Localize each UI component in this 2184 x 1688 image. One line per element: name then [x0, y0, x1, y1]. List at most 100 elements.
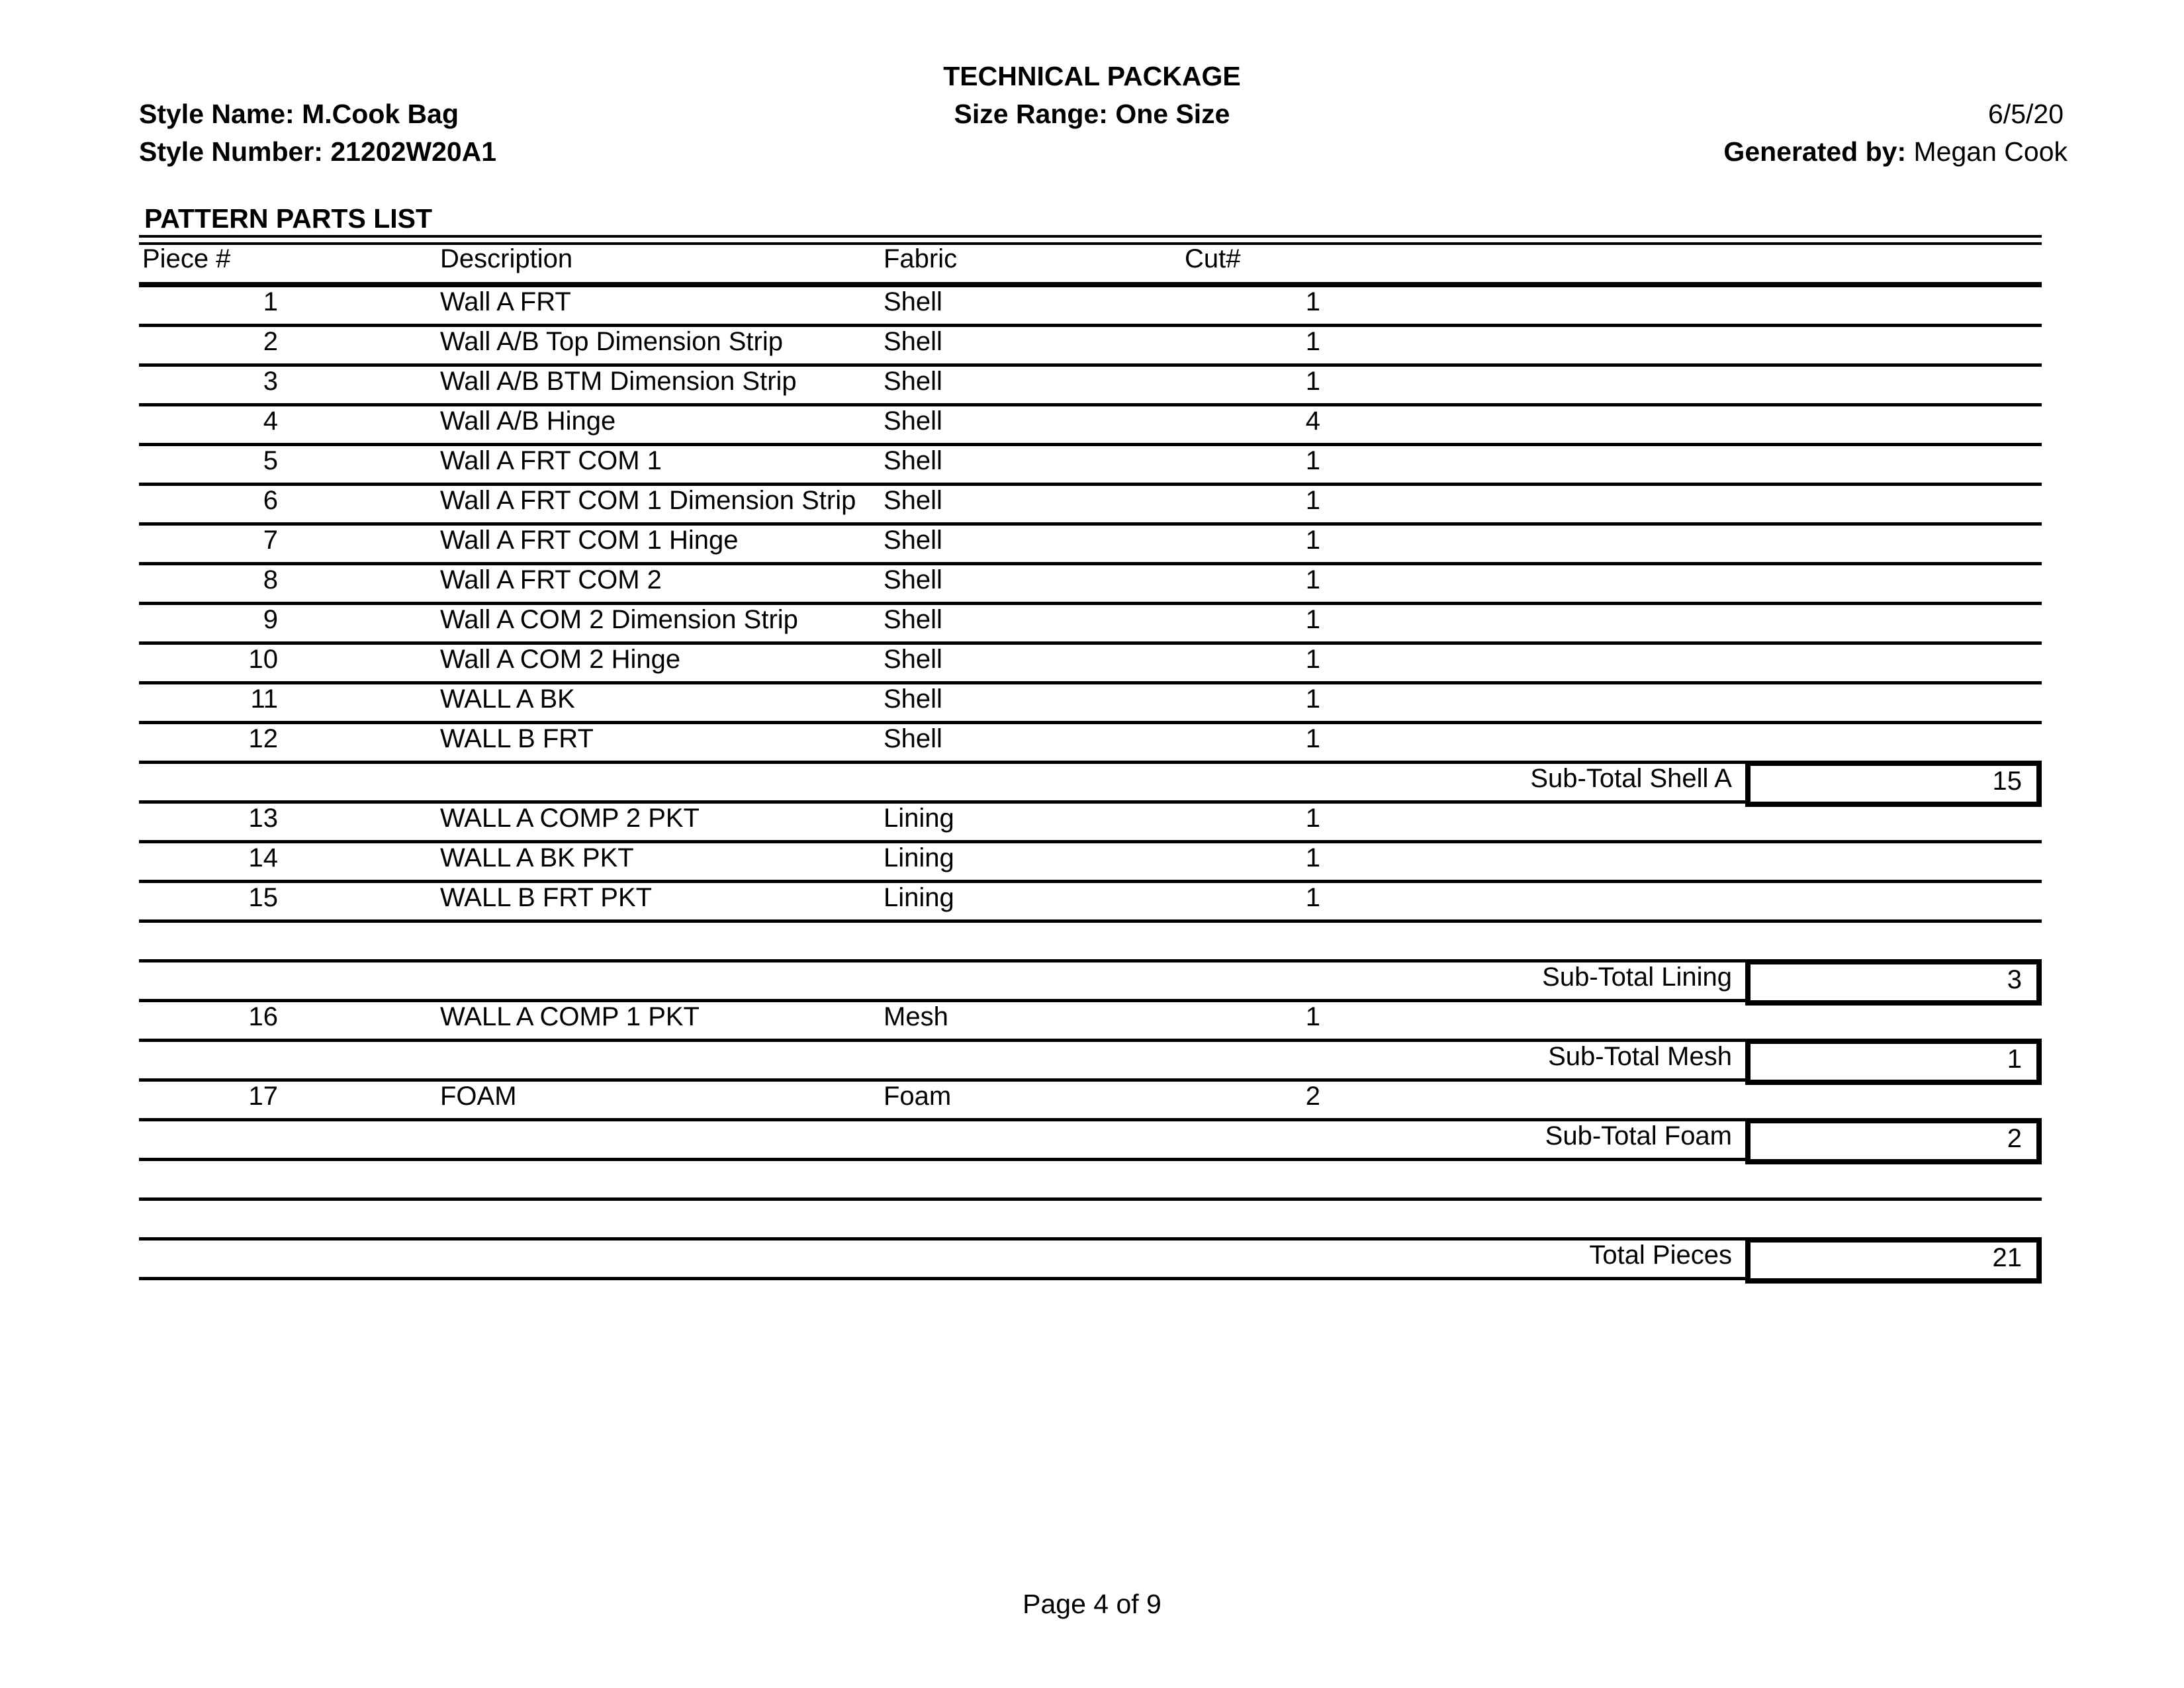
subtotal-row-shell: Sub-Total Shell A 15 [139, 761, 2042, 807]
parts-list-heading: PATTERN PARTS LIST [144, 203, 433, 234]
piece-fabric: Foam [884, 1082, 952, 1111]
piece-cut-count: 1 [1305, 367, 1320, 396]
total-row: Total Pieces 21 [139, 1237, 2042, 1284]
piece-cut-count: 1 [1305, 804, 1320, 833]
piece-number: 11 [250, 684, 278, 714]
piece-description: FOAM [440, 1082, 517, 1111]
piece-description: WALL A BK PKT [440, 843, 634, 872]
piece-description: Wall A COM 2 Hinge [440, 645, 681, 674]
style-number-label: Style Number: [139, 136, 323, 167]
piece-number: 5 [263, 446, 278, 475]
piece-cut-count: 1 [1305, 843, 1320, 872]
piece-number: 16 [248, 1002, 279, 1031]
style-number-value: 21202W20A1 [330, 136, 497, 167]
piece-description: WALL B FRT [440, 724, 594, 753]
parts-row: 1 Wall A FRT Shell 1 [139, 287, 2042, 327]
subtotal-value: 1 [2007, 1045, 2022, 1074]
empty-row [139, 1201, 2042, 1241]
page-number: Page 4 of 9 [1023, 1589, 1161, 1619]
piece-fabric: Shell [884, 486, 942, 515]
piece-cut-count: 1 [1305, 724, 1320, 753]
piece-fabric: Shell [884, 526, 942, 555]
piece-description: Wall A/B Top Dimension Strip [440, 327, 783, 356]
piece-cut-count: 4 [1305, 406, 1320, 436]
style-name-line: Style Name: M.Cook Bag [139, 99, 459, 129]
piece-fabric: Shell [884, 684, 942, 714]
piece-fabric: Shell [884, 645, 942, 674]
piece-cut-count: 1 [1305, 446, 1320, 475]
piece-number: 10 [248, 645, 279, 674]
piece-number: 7 [263, 526, 278, 555]
piece-number: 12 [248, 724, 279, 753]
parts-row: 10 Wall A COM 2 Hinge Shell 1 [139, 645, 2042, 684]
parts-row: 17 FOAM Foam 2 [139, 1082, 2042, 1121]
piece-description: WALL A BK [440, 684, 575, 714]
total-value: 21 [1992, 1243, 2023, 1272]
size-range-label: Size Range: [954, 99, 1108, 129]
size-range-value: One Size [1115, 99, 1230, 129]
piece-number: 1 [263, 287, 278, 316]
page-title: TECHNICAL PACKAGE [943, 61, 1241, 91]
piece-cut-count: 1 [1305, 605, 1320, 634]
piece-fabric: Mesh [884, 1002, 948, 1031]
piece-fabric: Shell [884, 327, 942, 356]
piece-fabric: Lining [884, 883, 954, 912]
subtotal-value: 3 [2007, 965, 2022, 994]
parts-row: 2 Wall A/B Top Dimension Strip Shell 1 [139, 327, 2042, 367]
subtotal-row-mesh: Sub-Total Mesh 1 [139, 1039, 2042, 1085]
parts-row: 11 WALL A BK Shell 1 [139, 684, 2042, 724]
piece-number: 13 [248, 804, 279, 833]
parts-row: 8 Wall A FRT COM 2 Shell 1 [139, 565, 2042, 605]
piece-number: 3 [263, 367, 278, 396]
subtotal-label: Sub-Total Foam [1545, 1121, 1732, 1150]
total-value-box: 21 [1745, 1237, 2042, 1284]
piece-cut-count: 1 [1305, 565, 1320, 594]
parts-row: 4 Wall A/B Hinge Shell 4 [139, 406, 2042, 446]
parts-row: 6 Wall A FRT COM 1 Dimension Strip Shell… [139, 486, 2042, 526]
piece-description: WALL A COMP 2 PKT [440, 804, 700, 833]
piece-number: 4 [263, 406, 278, 436]
subtotal-value: 2 [2007, 1124, 2022, 1153]
piece-description: Wall A FRT COM 1 Hinge [440, 526, 739, 555]
subtotal-value-box: 3 [1745, 959, 2042, 1006]
piece-description: WALL B FRT PKT [440, 883, 653, 912]
piece-cut-count: 1 [1305, 526, 1320, 555]
piece-fabric: Shell [884, 605, 942, 634]
piece-description: WALL A COMP 1 PKT [440, 1002, 700, 1031]
total-label: Total Pieces [1589, 1241, 1732, 1270]
piece-description: Wall A COM 2 Dimension Strip [440, 605, 798, 634]
piece-number: 17 [248, 1082, 279, 1111]
generated-by-value: Megan Cook [1913, 136, 2068, 167]
piece-description: Wall A FRT COM 1 Dimension Strip [440, 486, 856, 515]
generated-by-line: Generated by: Megan Cook [1723, 136, 2068, 167]
piece-fabric: Shell [884, 724, 942, 753]
piece-description: Wall A FRT COM 2 [440, 565, 662, 594]
parts-row: 13 WALL A COMP 2 PKT Lining 1 [139, 804, 2042, 843]
parts-row: 9 Wall A COM 2 Dimension Strip Shell 1 [139, 605, 2042, 645]
piece-fabric: Shell [884, 367, 942, 396]
piece-cut-count: 1 [1305, 883, 1320, 912]
piece-cut-count: 1 [1305, 327, 1320, 356]
piece-description: Wall A/B BTM Dimension Strip [440, 367, 797, 396]
piece-number: 2 [263, 327, 278, 356]
piece-fabric: Shell [884, 565, 942, 594]
parts-row: 3 Wall A/B BTM Dimension Strip Shell 1 [139, 367, 2042, 406]
piece-cut-count: 2 [1305, 1082, 1320, 1111]
col-header-cut: Cut# [1185, 244, 1241, 273]
empty-row [139, 923, 2042, 962]
piece-description: Wall A FRT [440, 287, 571, 316]
piece-cut-count: 1 [1305, 645, 1320, 674]
piece-number: 14 [248, 843, 279, 872]
subtotal-label: Sub-Total Lining [1542, 962, 1732, 992]
subtotal-value: 15 [1992, 767, 2023, 796]
subtotal-value-box: 15 [1745, 761, 2042, 807]
table-header-row: Piece # Description Fabric Cut# [139, 245, 2042, 287]
col-header-description: Description [440, 244, 573, 273]
col-header-fabric: Fabric [884, 244, 958, 273]
subtotal-row-lining: Sub-Total Lining 3 [139, 959, 2042, 1006]
piece-number: 6 [263, 486, 278, 515]
piece-number: 9 [263, 605, 278, 634]
piece-description: Wall A/B Hinge [440, 406, 616, 436]
piece-fabric: Shell [884, 287, 942, 316]
generated-by-label: Generated by: [1723, 136, 1907, 167]
